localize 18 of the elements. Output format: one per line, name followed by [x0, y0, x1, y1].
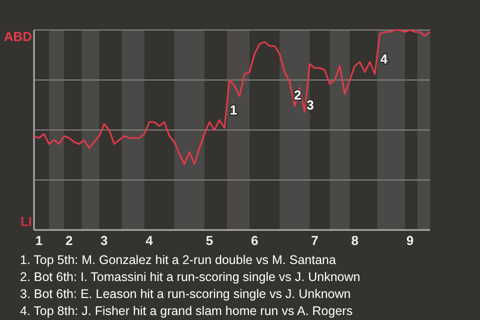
x-tick-label: 3: [100, 233, 108, 248]
x-tick-label: 4: [146, 233, 154, 248]
text: LI: [20, 214, 32, 229]
annotation: 3: [306, 97, 314, 112]
x-tick-label: 6: [250, 233, 258, 248]
x-tick-label: 9: [406, 233, 414, 248]
text: ABD: [4, 29, 32, 44]
text: 2. Bot 6th: I. Tomassini hit a run-scoring single vs J. Unknown: [20, 270, 360, 284]
x-tick-label: 5: [206, 233, 214, 248]
x-tick-label: 8: [351, 233, 358, 248]
x-tick-label: 1: [35, 233, 43, 248]
text: 3. Bot 6th: E. Leason hit a run-scoring single vs J. Unknown: [20, 287, 351, 301]
text: 1. Top 5th: M. Gonzalez hit a 2-run double vs M. Santana: [20, 253, 336, 267]
x-tick-label: 7: [311, 233, 318, 248]
text: 4. Top 8th: J. Fisher hit a grand slam home run vs A. Rogers: [20, 304, 353, 318]
annotation: 4: [380, 51, 388, 66]
x-tick-label: 2: [65, 233, 73, 248]
annotation: 1: [230, 102, 238, 118]
